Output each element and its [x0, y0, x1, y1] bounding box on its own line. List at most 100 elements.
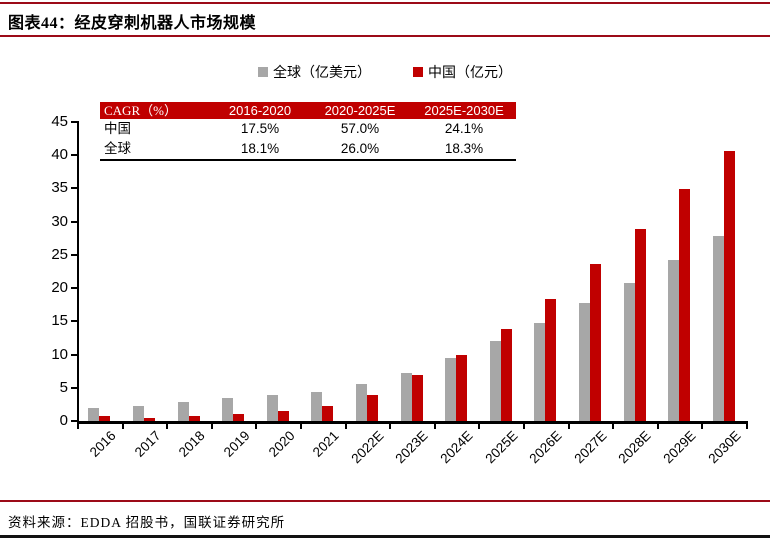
y-axis-label: 35 [51, 179, 68, 197]
bar-global-2024E [445, 358, 457, 421]
y-axis-label: 10 [51, 345, 68, 363]
x-axis-label: 2022E [348, 428, 387, 467]
y-axis-tick [71, 420, 78, 422]
x-axis-label: 2030E [705, 428, 744, 467]
x-axis-tick [210, 423, 213, 429]
bar-china-2026E [545, 299, 557, 421]
x-axis-tick [701, 423, 704, 429]
global-series-swatch [258, 67, 268, 77]
y-axis-tick [71, 320, 78, 323]
y-axis-tick [71, 253, 78, 256]
cagr-header-2025e-2030e: 2025E-2030E [424, 103, 504, 118]
china-series-swatch [413, 67, 423, 77]
x-axis-label: 2024E [437, 428, 476, 467]
bar-global-2022E [355, 384, 367, 421]
x-axis-line [77, 421, 748, 424]
bottom-border [0, 535, 770, 538]
x-axis-label: 2023E [392, 428, 432, 467]
x-axis-label: 2026E [526, 428, 565, 467]
x-axis-tick [567, 423, 570, 429]
cagr-header-metric: CAGR（%） [104, 103, 177, 118]
y-axis-tick [71, 386, 78, 389]
y-axis-tick [71, 187, 78, 190]
x-axis-tick [656, 423, 659, 429]
bar-global-2025E [489, 341, 501, 421]
cagr-china-value3: 24.1% [444, 121, 484, 136]
cagr-global-value2: 26.0% [340, 141, 380, 156]
bar-china-2030E [723, 151, 735, 421]
legend-item-global: 全球（亿美元） [258, 62, 371, 82]
bar-global-2027E [578, 303, 590, 421]
y-axis-label: 5 [59, 378, 68, 396]
bar-global-2023E [400, 373, 412, 421]
legend-label-china: 中国（亿元） [428, 66, 512, 81]
cagr-global-value1: 18.1% [240, 141, 280, 156]
cagr-china-value1: 17.5% [240, 121, 280, 136]
x-axis-tick [612, 423, 615, 429]
bar-china-2018 [188, 416, 200, 421]
bar-global-2019 [222, 398, 234, 421]
cagr-header-2016-2020: 2016-2020 [228, 103, 292, 118]
x-axis-tick [300, 423, 302, 429]
y-axis-label: 20 [51, 279, 68, 297]
x-axis-tick [77, 423, 79, 429]
bar-china-2025E [500, 329, 512, 421]
x-axis-tick [523, 423, 525, 429]
bar-china-2023E [411, 375, 423, 421]
y-axis-line [77, 121, 79, 422]
y-axis-tick [71, 154, 78, 157]
bar-global-2030E [712, 236, 724, 421]
x-axis-tick [478, 423, 481, 429]
bar-china-2021 [322, 406, 334, 421]
cagr-china-label: 中国 [104, 121, 131, 136]
bar-china-2029E [679, 189, 691, 421]
x-axis-tick [344, 423, 347, 429]
legend-item-china: 中国（亿元） [413, 62, 512, 82]
x-axis-label: 2021 [310, 428, 342, 460]
y-axis-label: 25 [51, 245, 68, 263]
x-axis-tick [746, 423, 748, 429]
bar-china-2028E [634, 229, 646, 421]
x-axis-label: 2019 [220, 428, 253, 460]
cagr-china-value2: 57.0% [340, 121, 380, 136]
y-axis-label: 30 [51, 212, 68, 230]
bar-global-2029E [668, 260, 680, 421]
x-axis-tick [166, 423, 169, 429]
cagr-table: CAGR（%） 2016-2020 2020-2025E 2025E-2030E… [100, 102, 516, 161]
x-axis-label: 2029E [660, 428, 699, 467]
title-underline-divider [0, 35, 770, 37]
bar-global-2021 [311, 392, 323, 421]
x-axis-tick [121, 423, 124, 429]
y-axis-tick [71, 353, 78, 356]
bar-global-2020 [266, 395, 278, 421]
x-axis-label: 2025E [482, 428, 521, 467]
x-axis-label: 2016 [87, 428, 119, 460]
y-axis-label: 15 [51, 312, 68, 330]
x-axis-label: 2020 [265, 428, 298, 460]
y-axis-label: 45 [51, 113, 68, 130]
legend-label-global: 全球（亿美元） [273, 66, 371, 81]
x-axis-label: 2027E [571, 428, 610, 467]
bar-china-2024E [456, 355, 468, 421]
y-axis-tick [71, 220, 78, 223]
y-axis-label: 0 [59, 412, 68, 429]
bar-global-2028E [623, 283, 635, 421]
cagr-global-label: 全球 [104, 141, 131, 156]
cagr-header-2020-2025e: 2020-2025E [324, 103, 396, 118]
cagr-table-header-row: CAGR（%） 2016-2020 2020-2025E 2025E-2030E [100, 102, 516, 119]
x-axis-tick [255, 423, 258, 429]
figure-title: 图表44：经皮穿刺机器人市场规模 [8, 15, 257, 32]
bar-china-2019 [233, 414, 245, 421]
bar-global-2017 [132, 406, 144, 421]
y-axis-tick [71, 287, 78, 290]
top-divider [0, 2, 770, 4]
cagr-global-value3: 18.3% [444, 141, 484, 156]
y-axis-label: 40 [51, 146, 68, 164]
y-axis-tick [71, 121, 78, 123]
bar-china-2017 [143, 418, 155, 421]
bar-china-2020 [277, 411, 289, 421]
footer-divider [0, 500, 770, 502]
bar-global-2016 [88, 408, 100, 421]
bar-china-2022E [366, 395, 378, 421]
